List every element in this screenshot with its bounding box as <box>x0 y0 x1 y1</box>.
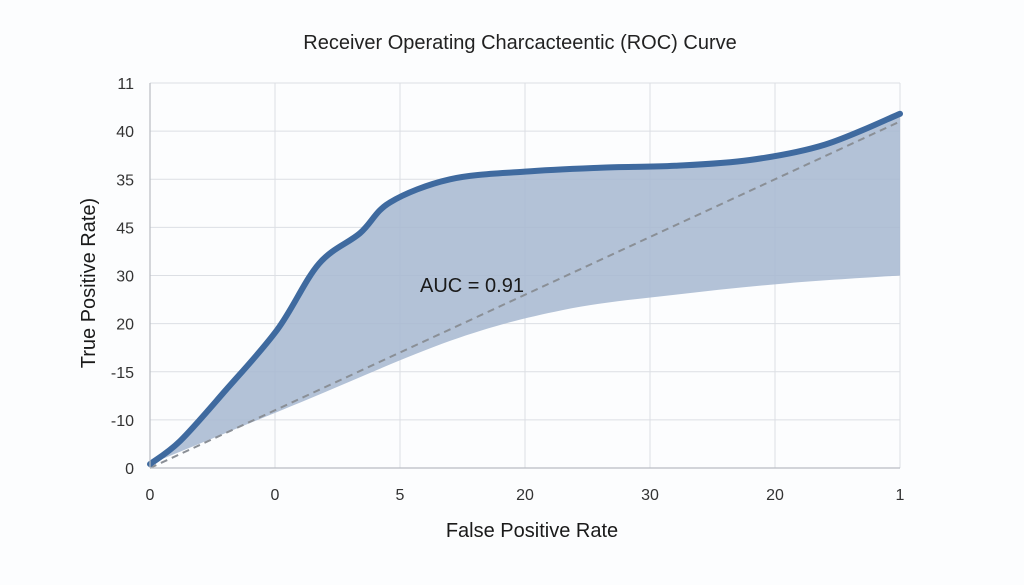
y-tick-label: 11 <box>117 76 134 93</box>
y-tick-label: -15 <box>111 365 134 382</box>
y-tick-label: 35 <box>116 172 134 189</box>
x-tick-label: 0 <box>146 487 155 504</box>
y-tick-label: 30 <box>116 269 134 286</box>
y-tick-label: 20 <box>116 317 134 334</box>
x-tick-label: 1 <box>896 487 905 504</box>
auc-shaded-area <box>150 113 900 465</box>
axes <box>149 83 900 469</box>
x-tick-label: 20 <box>766 487 784 504</box>
chart-title: Receiver Operating Charcacteentic (ROC) … <box>303 32 737 54</box>
random-classifier-line <box>149 120 901 469</box>
x-tick-label: 20 <box>516 487 534 504</box>
y-tick-label: 45 <box>116 220 134 237</box>
y-tick-label: 0 <box>125 461 134 478</box>
x-axis-title: False Positive Rate <box>446 520 618 542</box>
y-axis-title: True Positive Rate) <box>78 198 100 368</box>
y-tick-label: 40 <box>116 124 134 141</box>
roc-curve-line <box>147 110 903 468</box>
x-tick-label: 0 <box>271 487 280 504</box>
y-tick-label: -10 <box>111 413 134 430</box>
x-tick-label: 30 <box>641 487 659 504</box>
auc-annotation: AUC = 0.91 <box>420 275 524 297</box>
x-tick-label: 5 <box>396 487 405 504</box>
